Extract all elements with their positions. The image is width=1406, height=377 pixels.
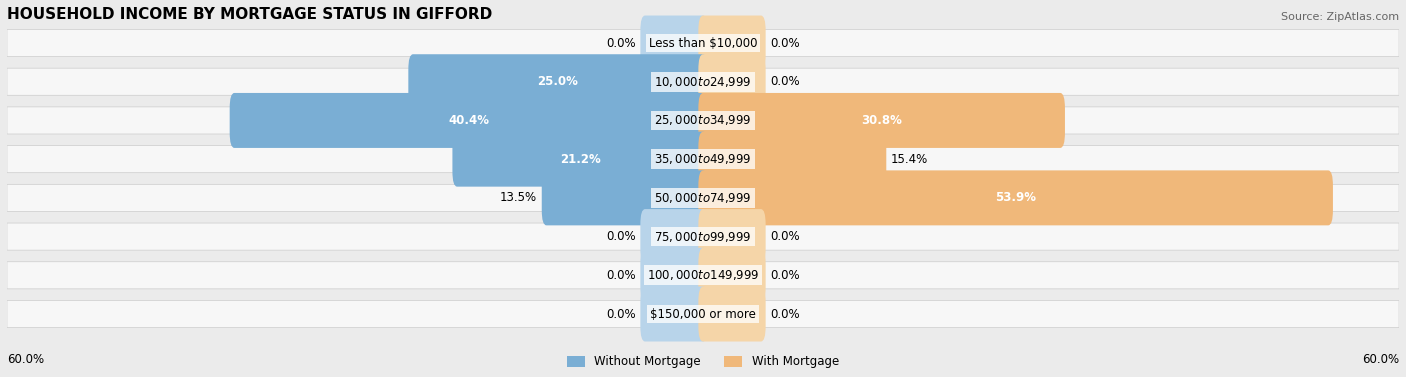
FancyBboxPatch shape	[699, 170, 1333, 225]
Text: $35,000 to $49,999: $35,000 to $49,999	[654, 152, 752, 166]
FancyBboxPatch shape	[7, 262, 1399, 289]
Text: 0.0%: 0.0%	[606, 269, 636, 282]
Text: $150,000 or more: $150,000 or more	[650, 308, 756, 320]
Text: 15.4%: 15.4%	[891, 153, 928, 166]
FancyBboxPatch shape	[699, 54, 766, 109]
FancyBboxPatch shape	[7, 29, 1399, 57]
Text: 0.0%: 0.0%	[770, 37, 800, 49]
Text: Less than $10,000: Less than $10,000	[648, 37, 758, 49]
FancyBboxPatch shape	[229, 93, 707, 148]
FancyBboxPatch shape	[640, 209, 707, 264]
FancyBboxPatch shape	[699, 132, 886, 187]
FancyBboxPatch shape	[541, 170, 707, 225]
Text: 0.0%: 0.0%	[606, 230, 636, 243]
FancyBboxPatch shape	[7, 223, 1399, 250]
Text: $25,000 to $34,999: $25,000 to $34,999	[654, 113, 752, 127]
FancyBboxPatch shape	[699, 93, 1064, 148]
Text: $100,000 to $149,999: $100,000 to $149,999	[647, 268, 759, 282]
Text: HOUSEHOLD INCOME BY MORTGAGE STATUS IN GIFFORD: HOUSEHOLD INCOME BY MORTGAGE STATUS IN G…	[7, 7, 492, 22]
FancyBboxPatch shape	[640, 287, 707, 342]
FancyBboxPatch shape	[7, 184, 1399, 211]
Text: 13.5%: 13.5%	[501, 192, 537, 204]
FancyBboxPatch shape	[640, 15, 707, 70]
FancyBboxPatch shape	[408, 54, 707, 109]
Text: 0.0%: 0.0%	[770, 308, 800, 320]
Text: 0.0%: 0.0%	[606, 308, 636, 320]
Text: $10,000 to $24,999: $10,000 to $24,999	[654, 75, 752, 89]
Text: 60.0%: 60.0%	[7, 353, 44, 366]
FancyBboxPatch shape	[7, 107, 1399, 134]
Text: $75,000 to $99,999: $75,000 to $99,999	[654, 230, 752, 244]
Text: 60.0%: 60.0%	[1362, 353, 1399, 366]
Text: 0.0%: 0.0%	[770, 269, 800, 282]
FancyBboxPatch shape	[699, 15, 766, 70]
Legend: Without Mortgage, With Mortgage: Without Mortgage, With Mortgage	[562, 351, 844, 373]
FancyBboxPatch shape	[699, 287, 766, 342]
FancyBboxPatch shape	[453, 132, 707, 187]
Text: 0.0%: 0.0%	[606, 37, 636, 49]
Text: $50,000 to $74,999: $50,000 to $74,999	[654, 191, 752, 205]
Text: 0.0%: 0.0%	[770, 75, 800, 88]
FancyBboxPatch shape	[699, 209, 766, 264]
Text: 21.2%: 21.2%	[560, 153, 600, 166]
Text: 25.0%: 25.0%	[537, 75, 578, 88]
FancyBboxPatch shape	[7, 146, 1399, 173]
FancyBboxPatch shape	[7, 300, 1399, 328]
Text: 0.0%: 0.0%	[770, 230, 800, 243]
FancyBboxPatch shape	[7, 68, 1399, 95]
Text: 53.9%: 53.9%	[995, 192, 1036, 204]
Text: 40.4%: 40.4%	[449, 114, 489, 127]
Text: 30.8%: 30.8%	[862, 114, 903, 127]
FancyBboxPatch shape	[699, 248, 766, 303]
FancyBboxPatch shape	[640, 248, 707, 303]
Text: Source: ZipAtlas.com: Source: ZipAtlas.com	[1281, 12, 1399, 22]
